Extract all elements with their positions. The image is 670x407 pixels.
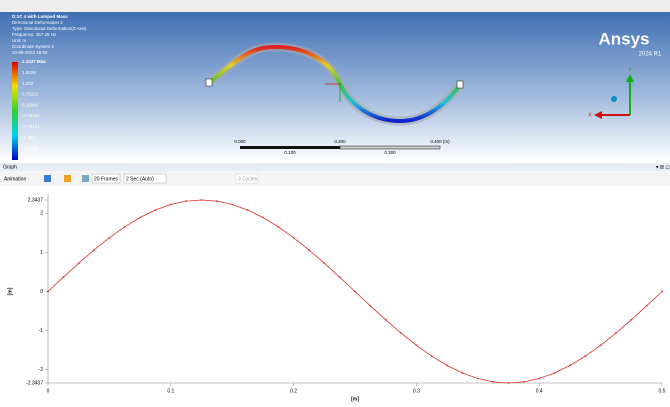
- data-point: [523, 381, 525, 383]
- x-tick-label: 0.5: [659, 388, 666, 394]
- scale-bar: [340, 146, 440, 149]
- y-tick-label: 2: [40, 211, 43, 217]
- y-tick-label: 0: [40, 289, 43, 295]
- viewport-info: Type: Directional Deformation(Z Axis): [12, 26, 87, 31]
- legend-label: -0.78121: [22, 124, 40, 129]
- viewport-info: Frequency: 357.25 Hz: [12, 32, 57, 37]
- legend-label: -1.302: [22, 135, 35, 140]
- y-tick-label: 1: [40, 250, 43, 256]
- legend-label: 2.3437 Max: [22, 59, 46, 64]
- data-point: [308, 249, 310, 251]
- panel-controls[interactable]: ▾ ⊞ ◻ ✕: [656, 164, 670, 170]
- data-point: [262, 217, 264, 219]
- data-point: [247, 209, 249, 211]
- data-point: [201, 199, 203, 201]
- data-point: [139, 217, 141, 219]
- scale-label: 0.200: [334, 139, 346, 144]
- top-strip: [0, 0, 670, 12]
- data-point: [462, 372, 464, 374]
- data-point: [109, 237, 111, 239]
- node-marker: [457, 81, 463, 88]
- data-point: [78, 262, 80, 264]
- scale-label: 0.000: [234, 139, 246, 144]
- data-point: [554, 372, 556, 374]
- data-point: [661, 291, 663, 293]
- data-point: [569, 365, 571, 367]
- data-point: [323, 262, 325, 264]
- data-point: [62, 276, 64, 278]
- x-tick-label: 0.1: [167, 388, 174, 394]
- data-point: [47, 291, 49, 293]
- x-axis-label: [m]: [351, 396, 359, 402]
- triad-z: [611, 96, 617, 102]
- data-point: [400, 332, 402, 334]
- data-point: [369, 305, 371, 307]
- data-point: [508, 382, 510, 384]
- data-point: [615, 332, 617, 334]
- scale-label: 0.300: [384, 150, 396, 155]
- data-point: [385, 319, 387, 321]
- version: 2024 R1: [639, 52, 662, 58]
- frames-text: 20 Frames: [94, 176, 118, 182]
- viewport-info: Directional Deformation 2: [12, 20, 63, 25]
- legend-colorbar: [12, 62, 18, 160]
- data-point: [293, 237, 295, 239]
- data-point: [231, 204, 233, 206]
- legend-label: 0.26041: [22, 102, 39, 107]
- y-tick-label: -1: [39, 328, 44, 334]
- pause-button[interactable]: [64, 175, 71, 182]
- node-marker: [206, 79, 212, 86]
- duration-text: 2 Sec (Auto): [126, 176, 154, 182]
- data-point: [93, 249, 95, 251]
- y-tick-label: 2.3437: [28, 197, 44, 203]
- viewport-info: Coordinate System 2: [12, 44, 55, 49]
- legend-label: -2.3437 Min: [22, 156, 47, 161]
- legend-label: 1.302: [22, 81, 34, 86]
- data-point: [446, 365, 448, 367]
- data-point: [170, 204, 172, 206]
- viewport-info: Unit: m: [12, 38, 27, 43]
- x-tick-label: 0: [47, 388, 50, 394]
- y-tick-label: -2: [39, 367, 44, 373]
- x-tick-label: 0.2: [290, 388, 297, 394]
- panel-header: [0, 163, 670, 171]
- legend-label: -0.26041: [22, 113, 40, 118]
- x-tick-label: 0.4: [536, 388, 543, 394]
- data-point: [339, 276, 341, 278]
- legend-label: -1.8229: [22, 146, 38, 151]
- data-point: [630, 319, 632, 321]
- toolbar-label: Animation: [4, 176, 26, 182]
- data-point: [538, 378, 540, 380]
- data-point: [416, 344, 418, 346]
- play-button[interactable]: [44, 175, 51, 182]
- x-tick-label: 0.3: [413, 388, 420, 394]
- step-button[interactable]: [82, 175, 89, 182]
- y-tick-label: -2.3437: [26, 380, 43, 386]
- viewport-info: 10-06-2024 15:03: [12, 50, 48, 55]
- scale-bar: [240, 146, 340, 149]
- data-point: [584, 355, 586, 357]
- data-point: [277, 226, 279, 228]
- screen: Graph ▾ ⊞ ◻ ✕ Animation 20 Frames 2 Sec …: [0, 0, 670, 407]
- data-point: [216, 200, 218, 202]
- scale-label: 0.100: [284, 150, 296, 155]
- cycles-text: 3 Cycles: [238, 176, 258, 182]
- data-point: [155, 209, 157, 211]
- data-point: [477, 378, 479, 380]
- data-point: [646, 305, 648, 307]
- legend-label: 1.8229: [22, 70, 36, 75]
- panel-title: Graph: [3, 164, 17, 170]
- brand: Ansys: [598, 29, 649, 48]
- data-point: [354, 291, 356, 293]
- data-point: [600, 344, 602, 346]
- data-point: [492, 381, 494, 383]
- viewport-info: D:1C 4 with Lumped Mass: [12, 14, 68, 19]
- data-point: [124, 226, 126, 228]
- data-point: [185, 200, 187, 202]
- data-point: [431, 355, 433, 357]
- scale-label: 0.400 (m): [430, 139, 450, 144]
- legend-label: 0.78121: [22, 92, 39, 97]
- y-axis-label: [m]: [7, 287, 13, 295]
